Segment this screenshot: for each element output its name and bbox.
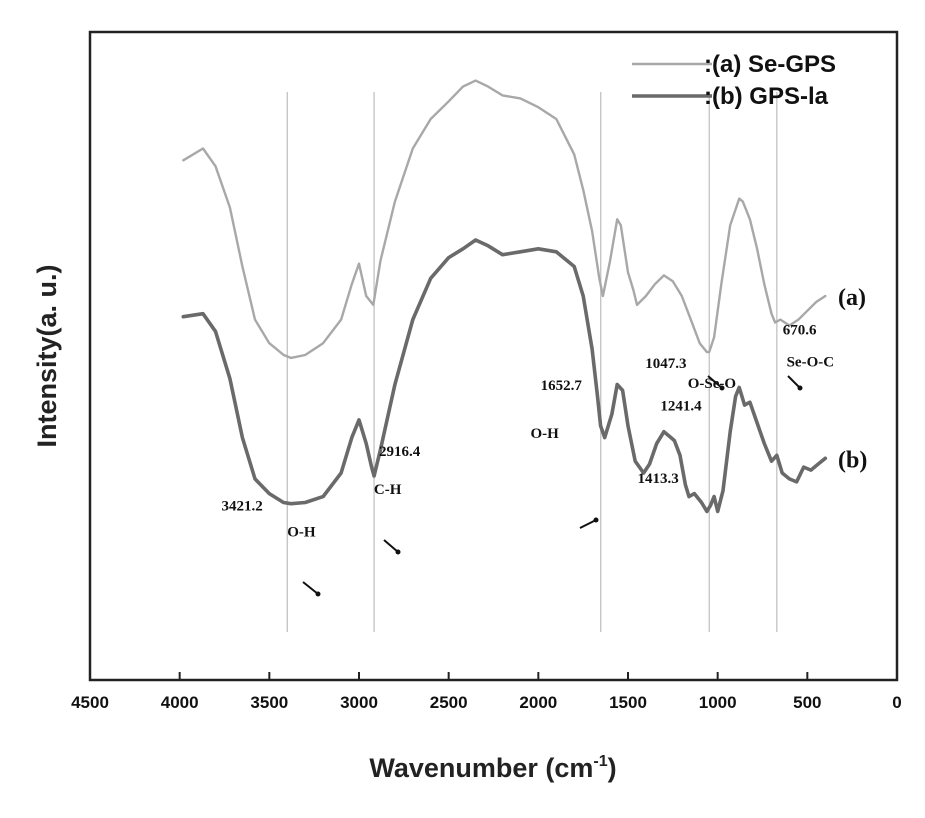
x-tick-label-1000: 1000	[699, 693, 737, 712]
x-tick-label-3500: 3500	[250, 693, 288, 712]
annotation-arrow-2	[579, 519, 597, 529]
annotation-arrow-head-1	[395, 549, 401, 555]
annotation-arrow-0	[302, 581, 319, 595]
annotation-arrow-head-2	[593, 517, 599, 523]
series-line-a	[182, 79, 827, 360]
series-tag-a: (a)	[838, 285, 866, 311]
annotation-arrow-head-0	[315, 591, 321, 597]
annotation-arrow-1	[383, 539, 399, 553]
peak-annotation-0: 3421.2	[222, 499, 263, 515]
annotation-arrow-head-4	[797, 385, 803, 391]
x-tick-label-4000: 4000	[161, 693, 199, 712]
y-axis-title: Intensity(a. u.)	[32, 264, 62, 447]
series-line-b	[181, 238, 828, 514]
plot-frame	[88, 30, 899, 682]
series-tags: (a) (b)	[838, 285, 867, 473]
x-tick-label-3000: 3000	[340, 693, 378, 712]
x-axis-title-sup: -1	[593, 753, 607, 770]
x-axis-title: Wavenumber (cm-1)	[369, 753, 616, 783]
peak-annotation-4: 1652.7	[541, 378, 583, 394]
peak-annotation-5: O-H	[531, 426, 560, 442]
x-tick-label-2000: 2000	[519, 693, 557, 712]
peak-annotation-11: Se-O-C	[787, 355, 835, 371]
x-tick-label-0: 0	[892, 693, 901, 712]
annotation-arrow-head-3	[719, 385, 725, 391]
peak-annotation-8: 1047.3	[645, 356, 686, 372]
peak-annotation-10: 670.6	[783, 323, 817, 339]
series-tag-b: (b)	[838, 447, 867, 473]
peak-annotation-3: C-H	[374, 482, 402, 498]
x-tick-label-2500: 2500	[430, 693, 468, 712]
legend-label-b: :(b) GPS-la	[704, 83, 829, 110]
x-tick-label-1500: 1500	[609, 693, 647, 712]
peak-annotation-1: O-H	[287, 525, 316, 541]
peak-annotation-2: 2916.4	[379, 444, 421, 460]
x-axis-title-tail: )	[608, 753, 617, 783]
x-axis: 4500 4000 3500 3000 2500 2000 1500 1000 500 0	[71, 672, 902, 712]
x-tick-label-500: 500	[793, 693, 821, 712]
annotation-arrow-3	[707, 375, 723, 389]
series-layer	[181, 79, 828, 514]
annotations: 3421.2 O-H 2916.4 C-H 1652.7 O-H 1413.3 1241.4 1…	[222, 323, 835, 597]
peak-annotation-7: 1241.4	[660, 399, 702, 415]
reference-lines	[286, 92, 778, 632]
legend: :(a) Se-GPS :(b) GPS-la	[632, 51, 836, 110]
x-axis-title-main: Wavenumber (cm	[369, 753, 593, 783]
legend-label-a: :(a) Se-GPS	[704, 51, 836, 78]
peak-annotation-6: 1413.3	[638, 471, 679, 487]
x-tick-label-4500: 4500	[71, 693, 109, 712]
annotation-arrow-4	[787, 375, 801, 389]
